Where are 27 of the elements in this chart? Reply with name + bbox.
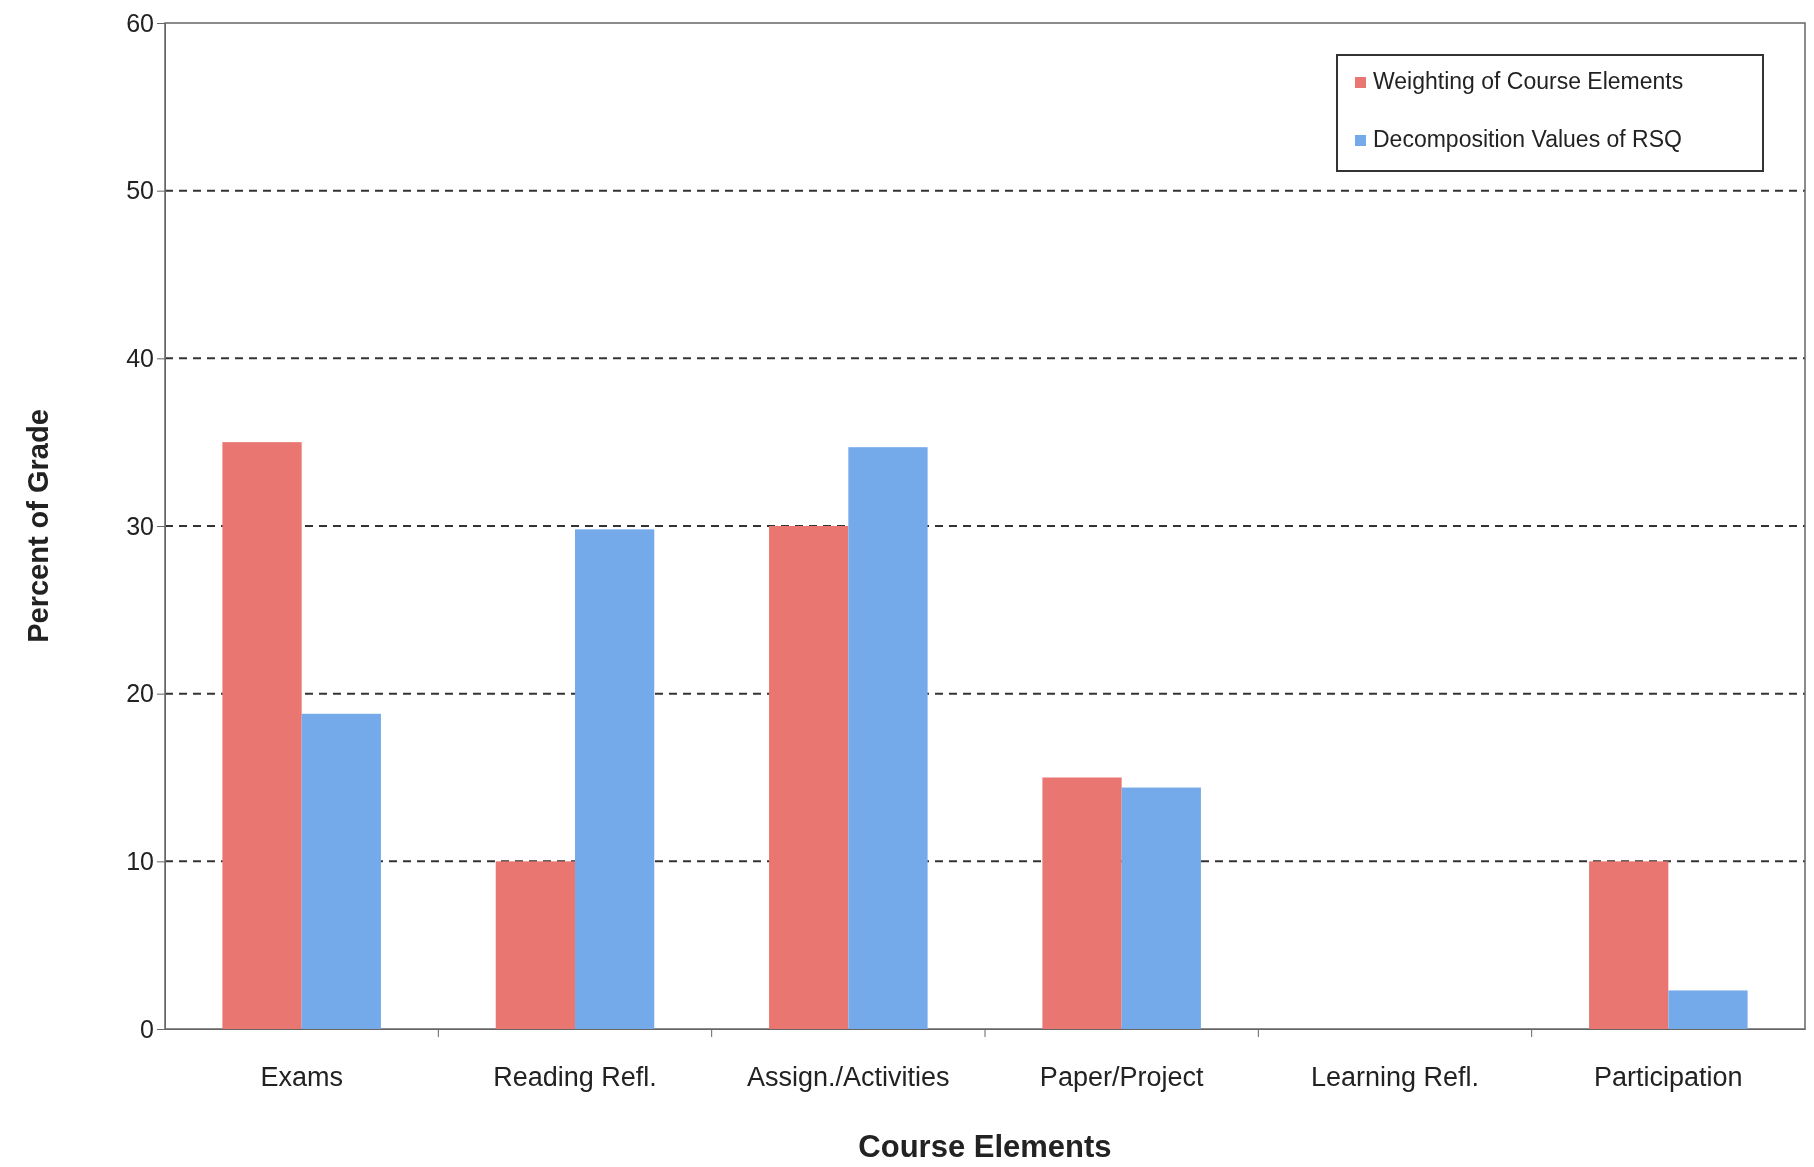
bar bbox=[1042, 777, 1122, 1029]
y-tick-label: 60 bbox=[126, 8, 154, 37]
bar bbox=[301, 713, 381, 1029]
bar bbox=[495, 861, 575, 1029]
x-tick-label: Participation bbox=[1594, 1062, 1743, 1093]
y-tick-label: 20 bbox=[126, 679, 154, 708]
x-tick-label: Exams bbox=[260, 1062, 343, 1093]
x-tick-label: Paper/Project bbox=[1039, 1062, 1204, 1093]
y-tick-label: 10 bbox=[126, 846, 154, 875]
bar bbox=[769, 526, 849, 1029]
bar bbox=[222, 442, 302, 1029]
legend-label: Decomposition Values of RSQ bbox=[1373, 126, 1682, 152]
x-axis-title: Course Elements bbox=[858, 1129, 1112, 1164]
bar bbox=[1589, 861, 1669, 1029]
bar bbox=[1121, 787, 1201, 1029]
legend-label: Weighting of Course Elements bbox=[1373, 68, 1684, 94]
x-tick-label: Learning Refl. bbox=[1310, 1062, 1480, 1093]
y-tick-label: 50 bbox=[126, 176, 154, 205]
y-axis-title: Percent of Grade bbox=[22, 409, 54, 643]
bar bbox=[848, 447, 928, 1029]
y-tick-label: 40 bbox=[126, 343, 154, 372]
y-tick-label: 30 bbox=[126, 511, 154, 540]
bar bbox=[575, 529, 655, 1029]
y-tick-label: 0 bbox=[140, 1014, 154, 1043]
bar bbox=[1668, 990, 1748, 1029]
x-tick-label: Assign./Activities bbox=[747, 1062, 950, 1093]
x-tick-label: Reading Refl. bbox=[493, 1062, 657, 1093]
